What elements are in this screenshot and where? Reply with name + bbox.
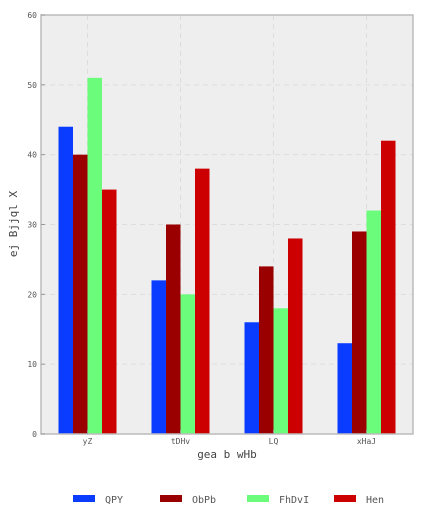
y-axis-label: ej Bjjql X	[7, 191, 20, 258]
bar-ObPb-xHaJ	[352, 231, 367, 434]
x-tick-label: xHaJ	[357, 437, 376, 446]
bar-QPY-LQ	[244, 322, 259, 434]
y-tick-label: 0	[32, 430, 37, 439]
bar-FhDvI-tDHv	[180, 294, 195, 434]
bar-QPY-xHaJ	[337, 343, 352, 434]
bar-Hen-yZ	[102, 189, 117, 434]
bar-ObPb-tDHv	[166, 224, 181, 434]
bar-ObPb-LQ	[259, 266, 274, 434]
y-tick-label: 60	[27, 11, 37, 20]
bar-Hen-xHaJ	[381, 140, 396, 434]
legend: QPY ObPb FhDvI Hen	[73, 495, 384, 506]
x-tick-label: LQ	[269, 437, 279, 446]
bar-Hen-LQ	[288, 238, 303, 434]
bar-FhDvI-yZ	[87, 77, 102, 434]
legend-label-FhDvI: FhDvI	[279, 495, 309, 506]
x-tick-label: yZ	[83, 437, 93, 446]
legend-label-Hen: Hen	[366, 495, 384, 506]
legend-swatch-Hen	[334, 495, 356, 502]
bar-ObPb-yZ	[73, 154, 88, 434]
bars	[58, 77, 396, 434]
y-tick-label: 10	[27, 360, 37, 369]
bar-QPY-tDHv	[151, 280, 166, 434]
bar-Hen-tDHv	[195, 168, 210, 434]
legend-swatch-ObPb	[160, 495, 182, 502]
bar-QPY-yZ	[58, 126, 73, 434]
y-tick-label: 20	[27, 290, 37, 299]
y-axis-ticks: 0 10 20 30 40 50 60	[27, 11, 45, 439]
y-tick-label: 40	[27, 151, 37, 160]
y-tick-label: 30	[27, 221, 37, 230]
x-tick-label: tDHv	[171, 437, 190, 446]
x-axis-ticks: yZ tDHv LQ xHaJ	[83, 430, 376, 446]
bar-FhDvI-xHaJ	[366, 210, 381, 434]
x-axis-label: gea b wHb	[197, 448, 257, 461]
legend-label-ObPb: ObPb	[192, 495, 216, 506]
legend-swatch-FhDvI	[247, 495, 269, 502]
legend-swatch-QPY	[73, 495, 95, 502]
legend-label-QPY: QPY	[105, 495, 123, 506]
bar-FhDvI-LQ	[273, 308, 288, 434]
y-tick-label: 50	[27, 81, 37, 90]
